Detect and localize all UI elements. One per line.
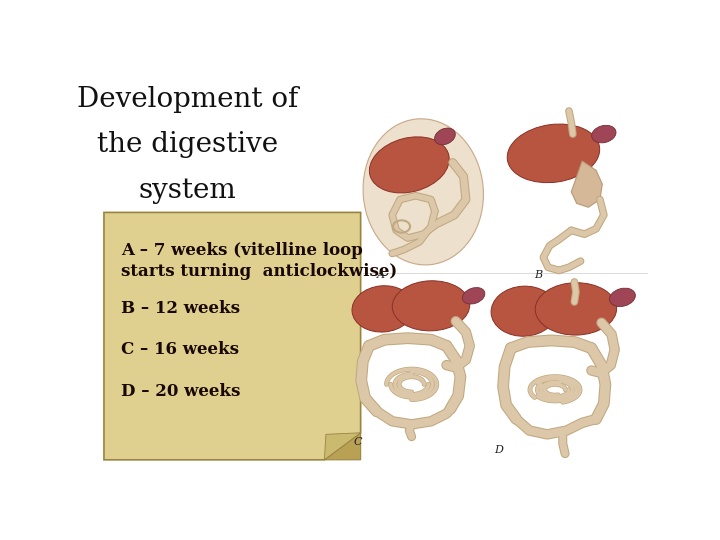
Polygon shape	[104, 212, 361, 460]
Text: the digestive: the digestive	[97, 131, 278, 158]
Polygon shape	[324, 433, 361, 460]
Text: C: C	[353, 437, 361, 447]
Polygon shape	[571, 161, 602, 207]
Ellipse shape	[535, 283, 616, 335]
Ellipse shape	[435, 128, 455, 145]
Text: D: D	[494, 445, 503, 455]
Ellipse shape	[610, 288, 635, 307]
Ellipse shape	[491, 286, 557, 336]
Ellipse shape	[507, 124, 600, 183]
Ellipse shape	[369, 137, 449, 193]
Text: B – 12 weeks: B – 12 weeks	[121, 300, 240, 317]
Ellipse shape	[352, 286, 414, 332]
Text: B: B	[534, 270, 542, 280]
Text: system: system	[139, 177, 237, 204]
Text: C – 16 weeks: C – 16 weeks	[121, 341, 239, 359]
Ellipse shape	[462, 288, 485, 304]
Text: D – 20 weeks: D – 20 weeks	[121, 383, 240, 400]
Ellipse shape	[392, 281, 469, 331]
Ellipse shape	[363, 119, 483, 265]
Ellipse shape	[592, 125, 616, 143]
Text: Development of: Development of	[77, 85, 298, 113]
Text: A: A	[377, 270, 384, 280]
Text: A – 7 weeks (vitelline loop
starts turning  anticlockwise): A – 7 weeks (vitelline loop starts turni…	[121, 241, 397, 280]
Polygon shape	[324, 433, 361, 460]
